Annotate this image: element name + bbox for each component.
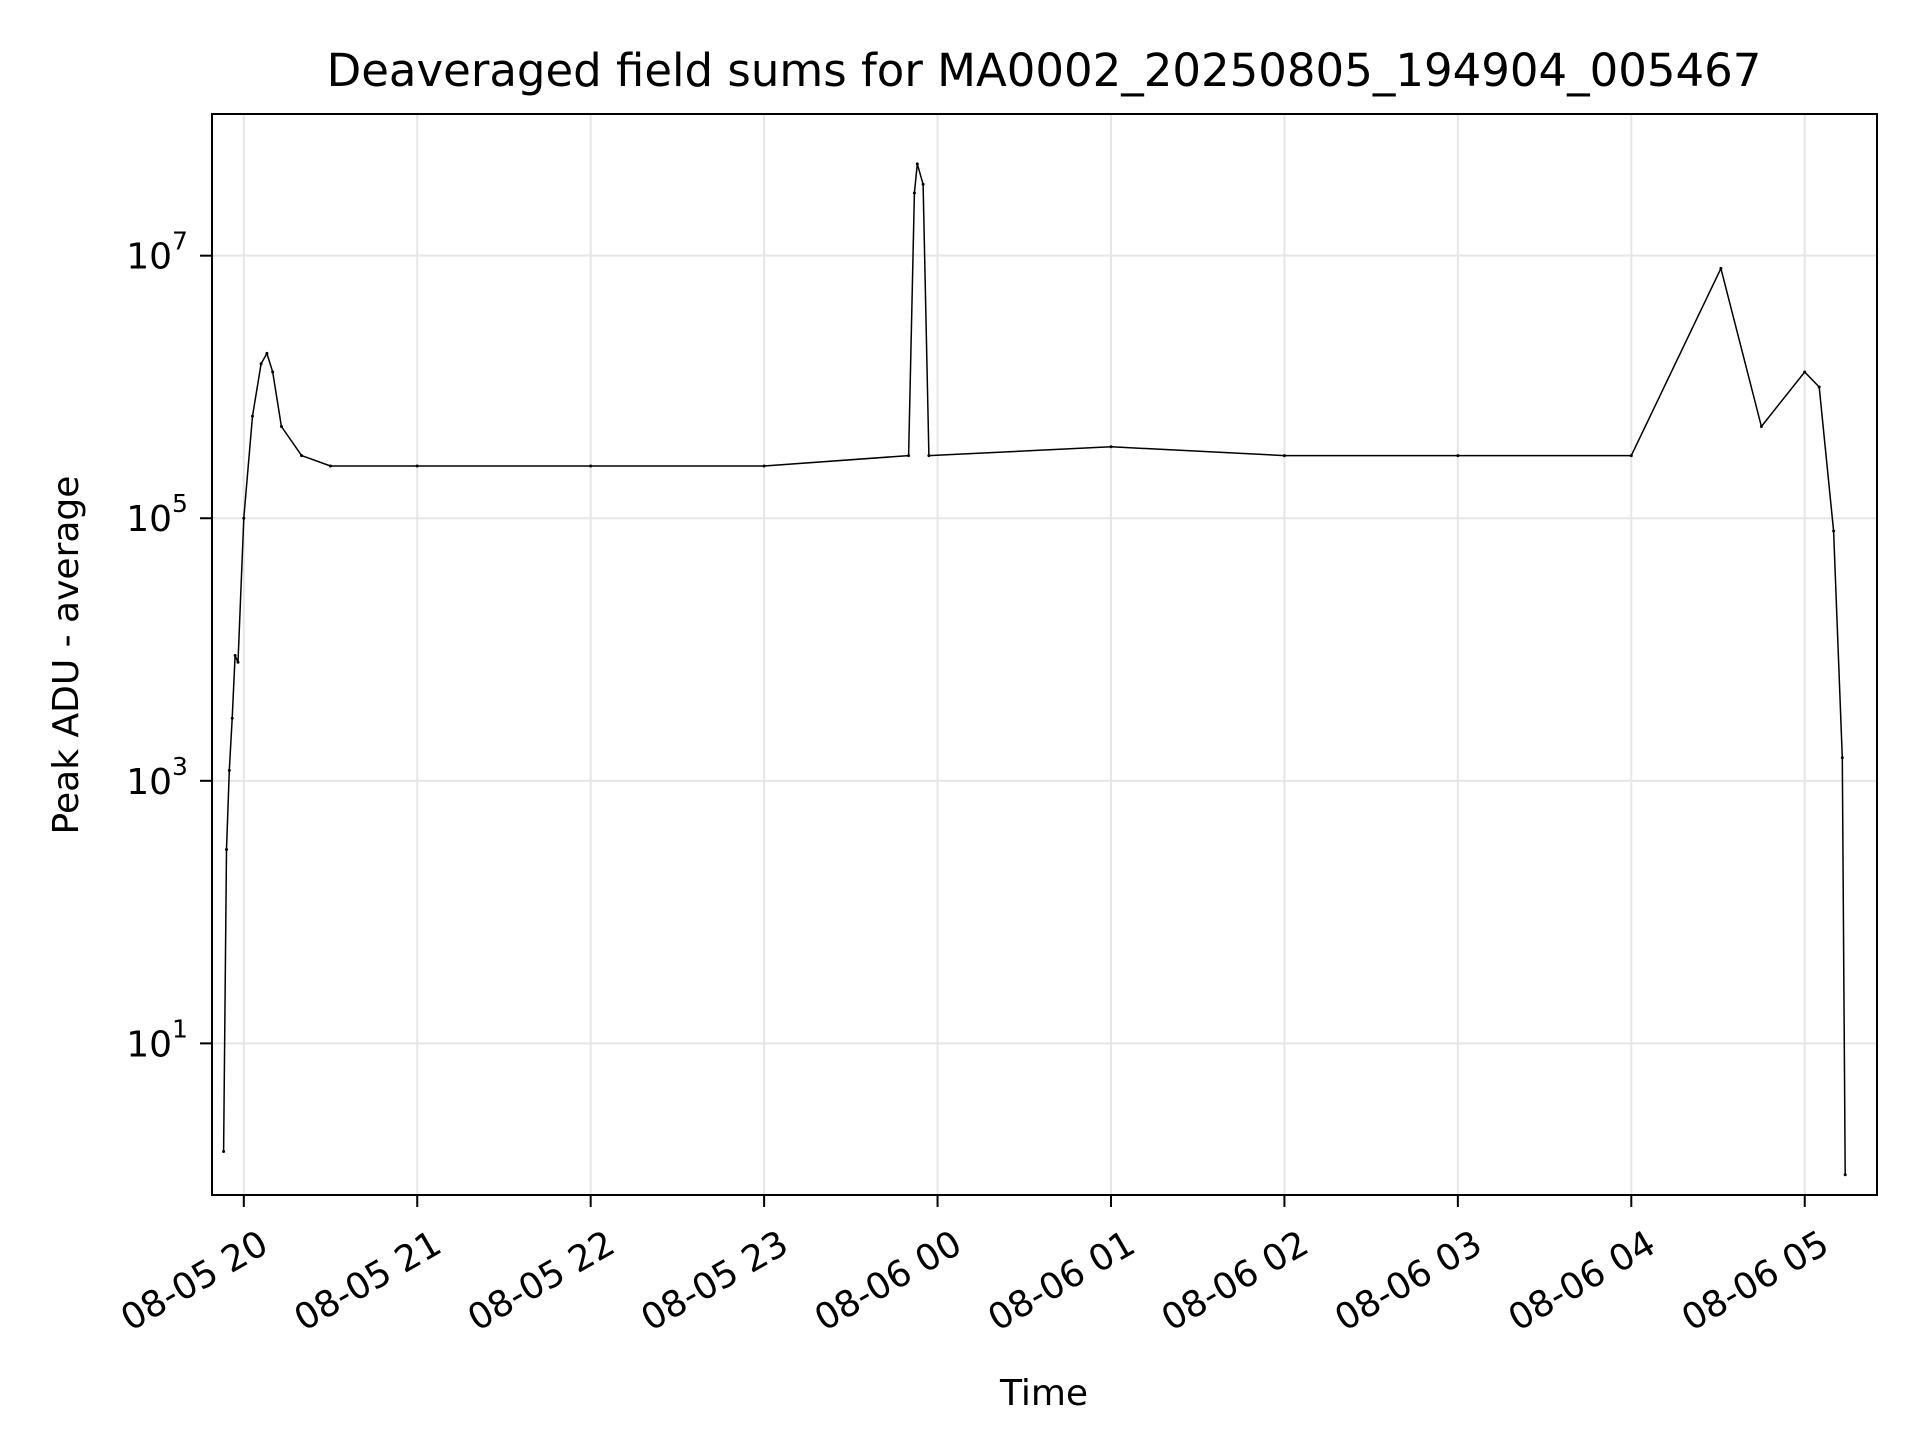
data-point — [242, 516, 246, 520]
data-point — [259, 362, 263, 366]
data-point — [236, 660, 240, 664]
data-point — [279, 425, 283, 428]
data-point — [251, 414, 254, 418]
data-point — [222, 1150, 226, 1153]
data-point — [233, 654, 237, 657]
data-point — [415, 464, 419, 468]
plot-frame — [211, 113, 1878, 1196]
data-point — [227, 768, 231, 772]
x-tick-label: 08-06 03 — [1328, 1223, 1489, 1339]
data-point — [300, 454, 304, 458]
series-line — [222, 163, 1846, 1175]
x-tick-label: 08-05 20 — [114, 1223, 275, 1339]
x-tick-label: 08-05 21 — [288, 1223, 449, 1339]
data-point — [230, 716, 234, 720]
tick-layer: 08-05 20 08-05 21 08-05 22 08-05 23 08-06 00… — [114, 227, 1836, 1340]
y-tick-label: 10 — [126, 1024, 172, 1065]
data-point — [589, 464, 593, 468]
data-point — [271, 370, 275, 374]
data-point — [927, 454, 931, 458]
data-point — [915, 162, 919, 166]
y-tick-label: 10 — [126, 499, 172, 540]
data-layer — [222, 162, 1847, 1177]
x-tick-label: 08-06 00 — [808, 1223, 969, 1339]
data-point — [1843, 1173, 1847, 1177]
y-tick-exponent: 5 — [172, 489, 188, 518]
data-point — [762, 464, 766, 468]
data-point — [1817, 385, 1821, 389]
x-tick-label: 08-05 22 — [461, 1223, 622, 1339]
y-tick-label: 10 — [126, 237, 172, 278]
data-point — [907, 454, 911, 458]
data-point — [1109, 445, 1113, 449]
y-tick-exponent: 1 — [172, 1014, 188, 1043]
x-tick-label: 08-06 05 — [1675, 1223, 1836, 1339]
grid-layer — [212, 114, 1877, 1195]
x-tick-label: 08-06 02 — [1155, 1223, 1316, 1339]
y-axis-label: Peak ADU - average — [46, 476, 87, 835]
y-tick-exponent: 3 — [172, 752, 188, 781]
data-point — [1832, 529, 1836, 533]
data-point — [1803, 370, 1807, 374]
x-tick-label: 08-06 01 — [981, 1223, 1142, 1339]
x-tick-label: 08-05 23 — [635, 1223, 796, 1339]
x-axis-label: Time — [999, 1373, 1088, 1414]
data-point — [265, 351, 269, 355]
data-point — [1456, 454, 1460, 458]
data-point — [1719, 266, 1723, 270]
y-tick-exponent: 7 — [172, 227, 188, 256]
y-tick-label: 10 — [126, 762, 172, 803]
data-point — [1282, 454, 1286, 458]
data-point — [225, 848, 228, 851]
data-point — [912, 191, 916, 195]
chart-title: Deaveraged field sums for MA0002_2025080… — [327, 44, 1762, 97]
data-point — [329, 464, 332, 468]
data-point — [1629, 454, 1633, 458]
data-point — [1840, 756, 1844, 760]
data-point — [921, 182, 925, 186]
data-point — [1759, 425, 1763, 428]
x-tick-label: 08-06 04 — [1502, 1223, 1663, 1339]
